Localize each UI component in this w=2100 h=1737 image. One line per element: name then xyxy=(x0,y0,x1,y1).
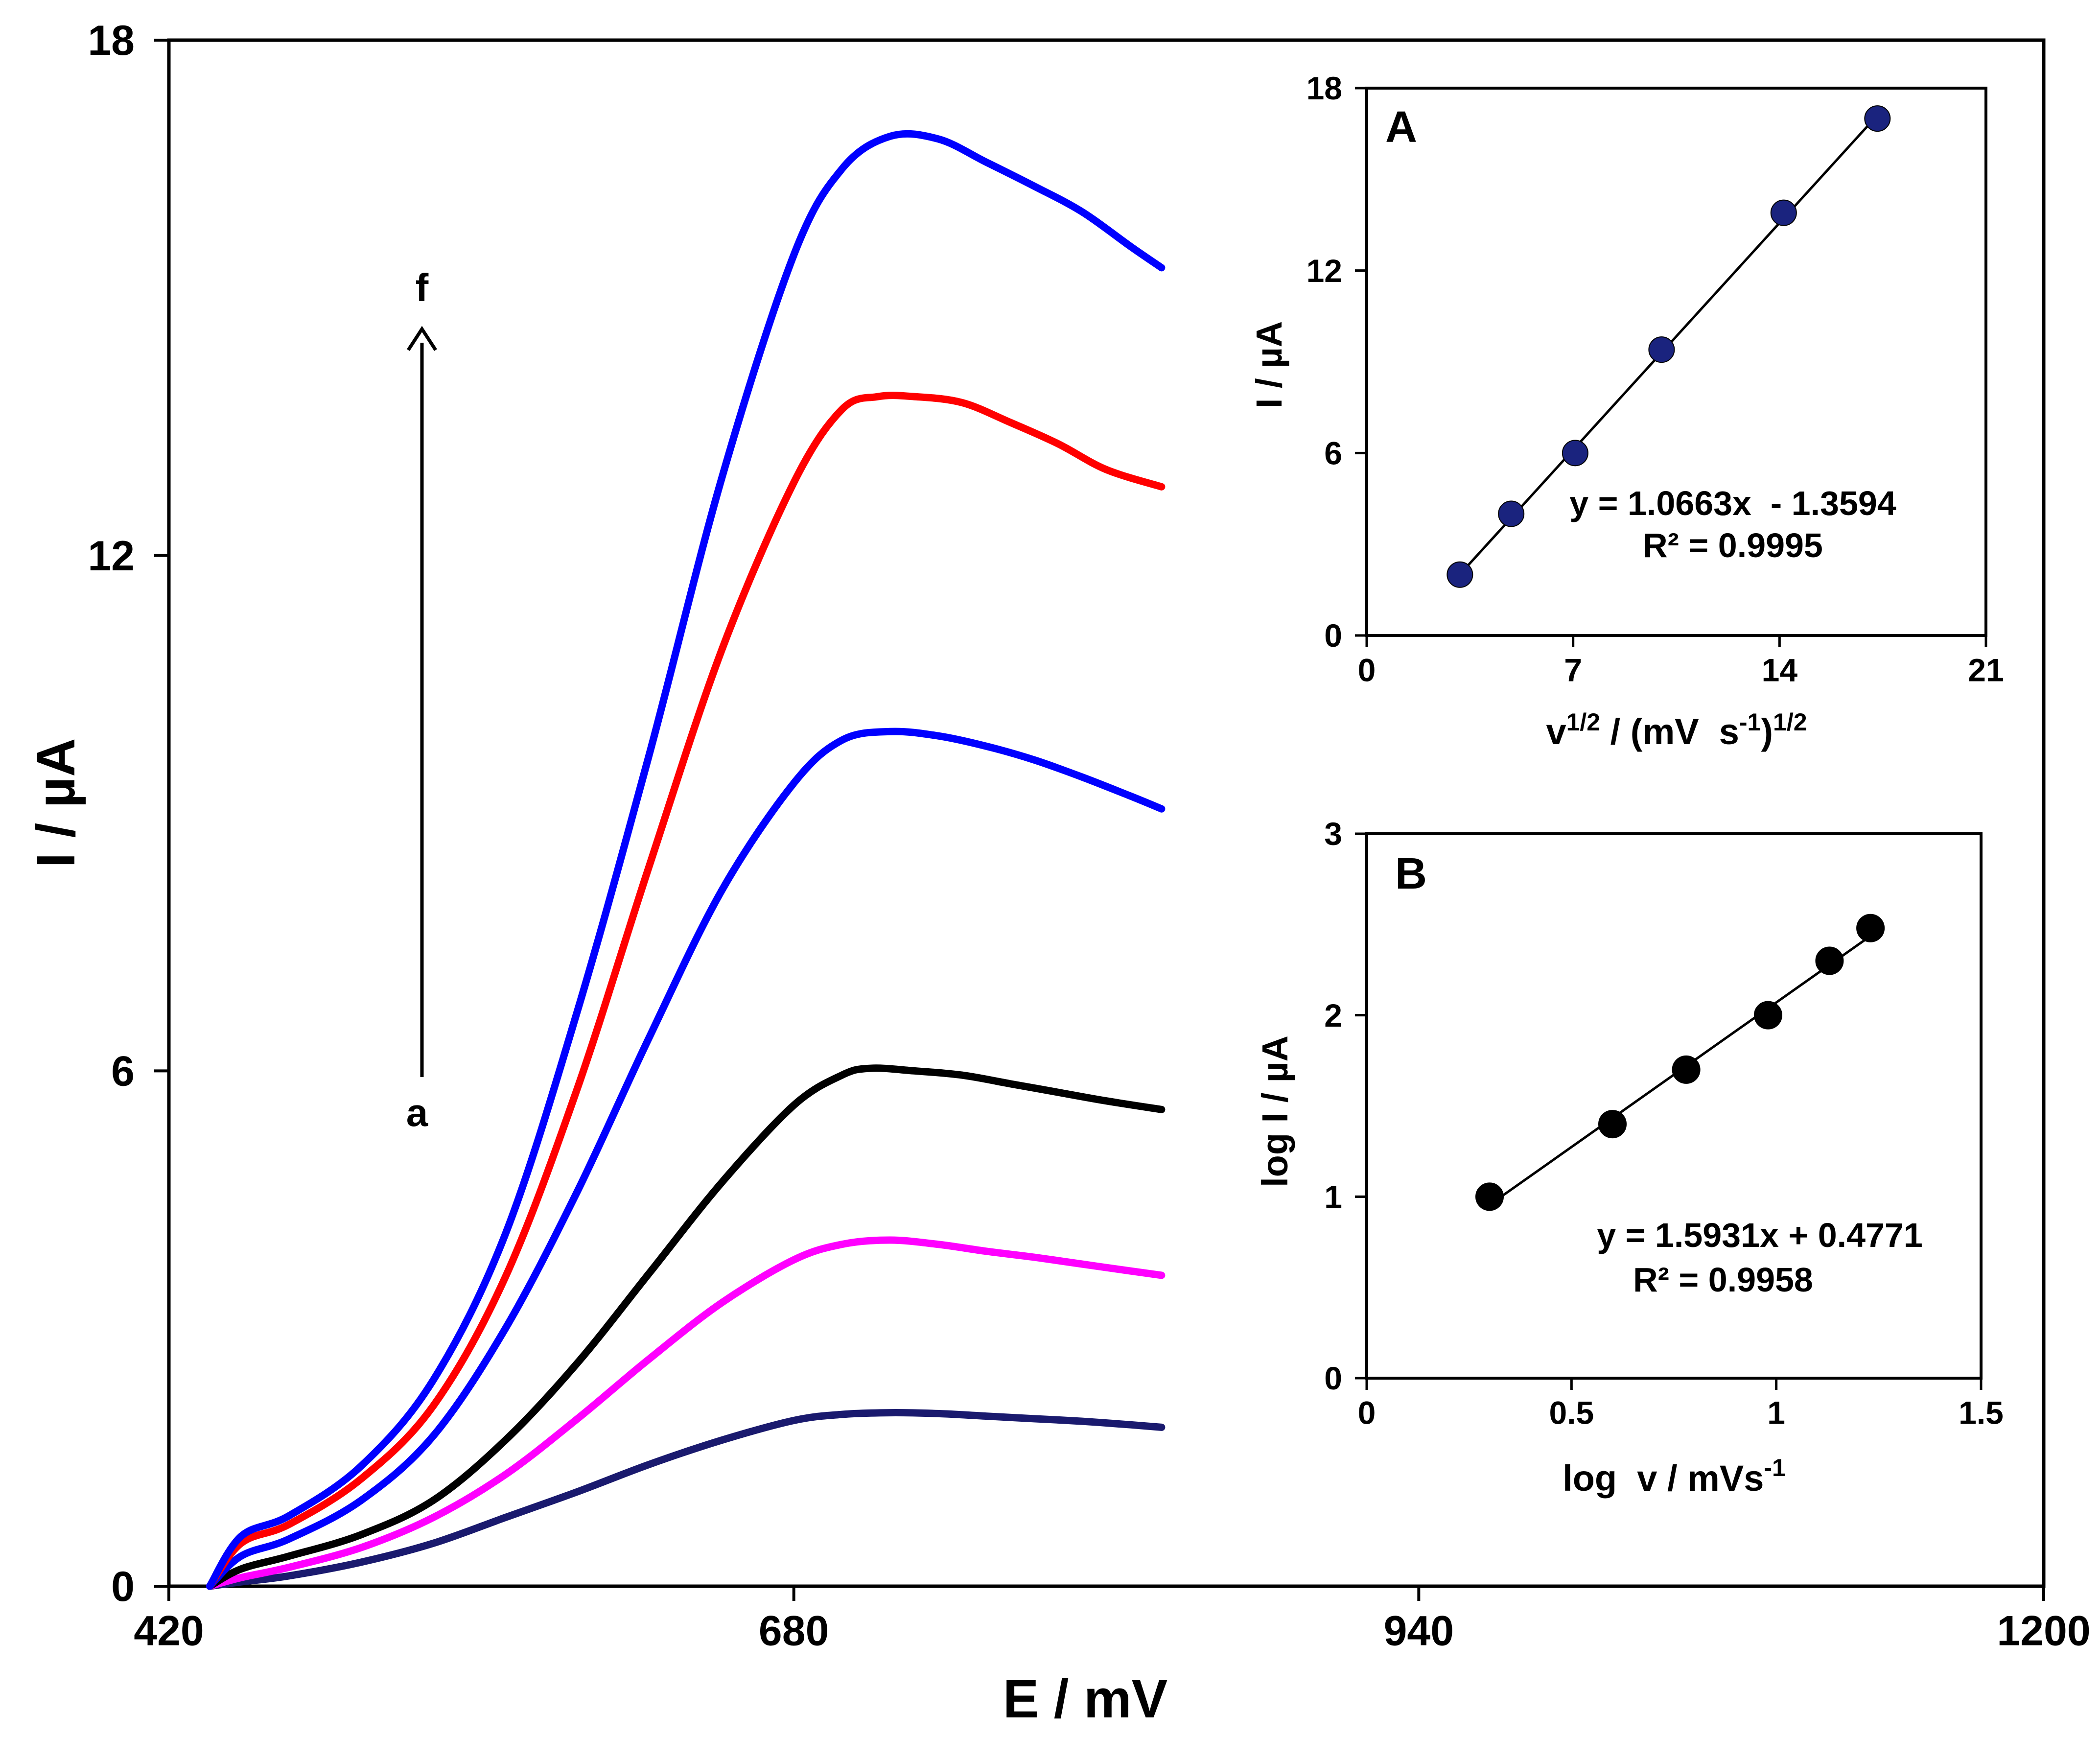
inset-b-x-tick-label: 1 xyxy=(1767,1394,1785,1431)
main-x-tick-label: 1200 xyxy=(1997,1607,2090,1654)
inset-a-y-axis-label: I / µA xyxy=(1249,321,1289,408)
inset-b-x-tick-label: 0.5 xyxy=(1549,1394,1594,1431)
trend-label-f: f xyxy=(416,266,429,309)
main-x-tick-label: 420 xyxy=(134,1607,204,1654)
inset-a-panel-label: A xyxy=(1385,103,1417,152)
inset-b-y-axis-label: log I / µA xyxy=(1255,1035,1295,1187)
inset-a-xlabel-mid-sup: -1 xyxy=(1739,708,1761,736)
trend-label-a: a xyxy=(406,1091,428,1134)
inset-a-y-tick-label: 12 xyxy=(1307,253,1342,289)
inset-a-x-tick-label: 21 xyxy=(1968,652,2004,688)
main-y-tick-label: 12 xyxy=(88,533,135,580)
main-x-axis-label: E / mV xyxy=(1003,1669,1167,1729)
inset-b-xlabel-sup: -1 xyxy=(1764,1454,1785,1481)
inset-a-x-axis-label: v1/2 / (mV s-1)1/2 xyxy=(1546,708,1807,752)
inset-a-x-ticks: 0 7 14 21 xyxy=(1358,635,2004,688)
inset-b-equation: y = 1.5931x + 0.4771 xyxy=(1597,1216,1923,1254)
inset-b: 0 1 2 3 0 0.5 1 1.5 B y = 1.5931x + 0.4771 R² … xyxy=(1255,816,2004,1499)
inset-b-xlabel-base: log v / mVs xyxy=(1563,1458,1764,1499)
inset-a-point xyxy=(1770,199,1797,226)
inset-a-xlabel-end-sup: 1/2 xyxy=(1773,708,1807,736)
inset-a-frame xyxy=(1365,87,1987,637)
main-y-tick-label: 18 xyxy=(88,17,135,64)
main-y-ticks: 0 6 12 18 xyxy=(88,17,169,1610)
inset-b-y-tick-label: 2 xyxy=(1324,997,1342,1033)
inset-a-x-tick-label: 14 xyxy=(1762,652,1798,688)
inset-b-r2: R² = 0.9958 xyxy=(1633,1261,1813,1299)
inset-a-xlabel-end: ) xyxy=(1761,711,1773,752)
inset-b-x-axis-label: log v / mVs-1 xyxy=(1563,1454,1786,1499)
inset-b-point xyxy=(1856,914,1885,942)
inset-a-point xyxy=(1648,336,1675,363)
main-y-tick-label: 0 xyxy=(111,1563,135,1610)
inset-a-point xyxy=(1447,561,1473,588)
inset-a-y-tick-label: 0 xyxy=(1324,617,1342,654)
inset-a-equation: y = 1.0663x - 1.3594 xyxy=(1569,484,1896,522)
inset-b-point xyxy=(1815,946,1844,975)
series-c-line xyxy=(206,1064,1166,1590)
inset-b-point xyxy=(1672,1055,1701,1084)
inset-a: 0 6 12 18 0 7 14 21 A y = 1.0663x - 1.3594 R² … xyxy=(1249,70,2004,752)
inset-a-point xyxy=(1562,440,1588,467)
inset-b-y-tick-label: 0 xyxy=(1324,1360,1342,1396)
series-b-line xyxy=(206,1236,1166,1590)
main-y-tick-label: 6 xyxy=(111,1048,135,1095)
inset-b-panel-label: B xyxy=(1395,849,1427,898)
inset-a-xlabel-base: v xyxy=(1546,711,1566,752)
main-x-ticks: 420 680 940 1200 xyxy=(134,1586,2091,1654)
inset-a-y-tick-label: 6 xyxy=(1324,435,1342,471)
series-f-line xyxy=(206,130,1166,1590)
inset-a-xlabel-base-sup: 1/2 xyxy=(1566,708,1601,736)
inset-b-y-tick-label: 3 xyxy=(1324,816,1342,852)
inset-b-x-ticks: 0 0.5 1 1.5 xyxy=(1358,1378,2004,1431)
inset-b-points xyxy=(1475,914,1885,1211)
inset-a-x-tick-label: 0 xyxy=(1358,652,1376,688)
inset-b-point xyxy=(1753,1001,1782,1030)
main-x-tick-label: 940 xyxy=(1384,1607,1454,1654)
inset-a-y-ticks: 0 6 12 18 xyxy=(1307,70,1367,654)
series-a-line xyxy=(206,1409,1166,1590)
main-plot-frame xyxy=(167,38,2046,1588)
inset-a-y-tick-label: 18 xyxy=(1307,70,1342,106)
series-e-line xyxy=(206,392,1166,1590)
inset-b-point xyxy=(1475,1182,1504,1211)
main-x-tick-label: 680 xyxy=(759,1607,829,1654)
main-series-group xyxy=(206,130,1166,1590)
inset-b-y-tick-label: 1 xyxy=(1324,1178,1342,1215)
inset-a-point xyxy=(1864,105,1891,132)
inset-a-x-tick-label: 7 xyxy=(1564,652,1582,688)
series-d-line xyxy=(206,728,1166,1590)
inset-a-xlabel-mid: / (mV s xyxy=(1600,711,1739,752)
inset-a-point xyxy=(1498,500,1525,527)
inset-a-r2: R² = 0.9995 xyxy=(1643,526,1823,564)
inset-b-x-tick-label: 0 xyxy=(1358,1394,1376,1431)
trend-arrow-head xyxy=(407,326,437,351)
inset-b-x-tick-label: 1.5 xyxy=(1959,1394,2004,1431)
inset-b-y-ticks: 0 1 2 3 xyxy=(1324,816,1367,1396)
inset-a-points xyxy=(1447,105,1891,588)
main-y-axis-label: I / µA xyxy=(26,738,86,868)
inset-b-point xyxy=(1598,1110,1627,1139)
